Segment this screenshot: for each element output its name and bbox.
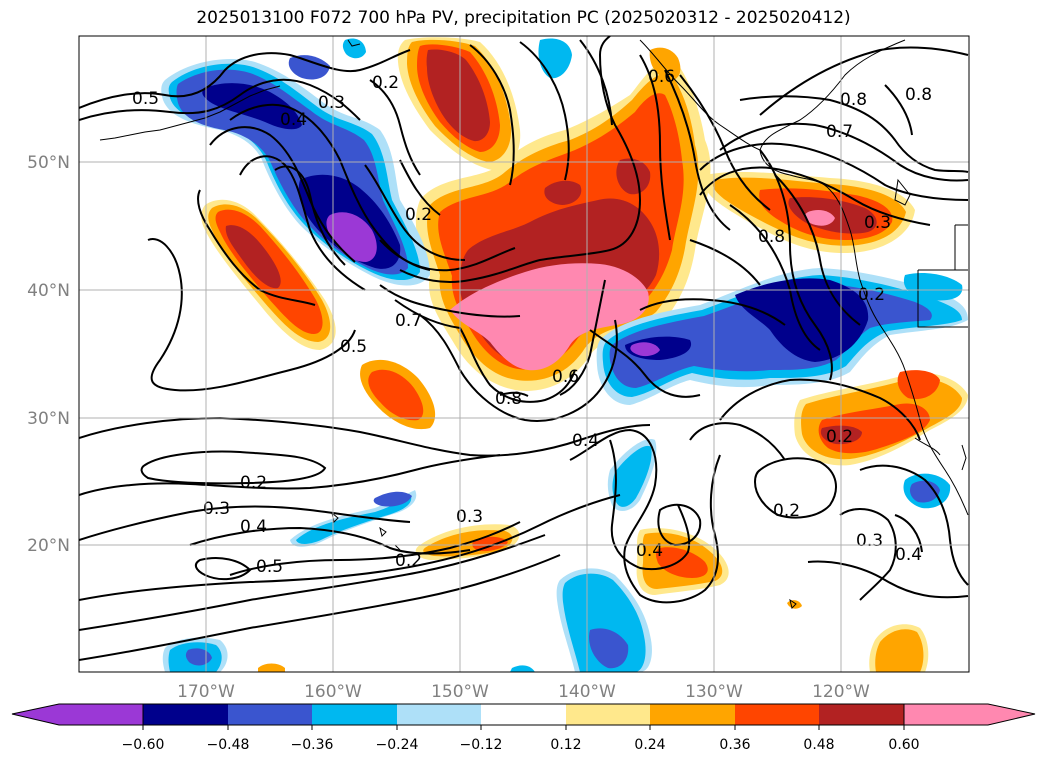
colorbar-segment (481, 704, 566, 725)
contour-label: 0.2 (240, 473, 267, 493)
contour-label: 0.3 (318, 93, 345, 113)
lon-label: 160°W (304, 682, 362, 702)
contour-label: 0.6 (648, 67, 675, 87)
contour-label: 0.2 (372, 73, 399, 93)
colorbar-tick-label: 0.48 (803, 737, 834, 753)
lat-label: 20°N (27, 536, 70, 556)
contour-label: 0.5 (132, 89, 159, 109)
contour-label: 0.5 (340, 337, 367, 357)
contour-label: 0.3 (203, 499, 230, 519)
map-frame (78, 35, 970, 673)
colorbar-segment (143, 704, 228, 725)
contour-label: 0.3 (856, 531, 883, 551)
coastlines (99, 39, 969, 609)
contour-label: 0.3 (864, 213, 891, 233)
positive-precip-field (201, 37, 968, 672)
contour-label: 0.2 (773, 501, 800, 521)
colorbar-tick-label: −0.48 (207, 737, 250, 753)
colorbar: −0.60 −0.48 −0.36 −0.24 −0.12 0.12 0.24 … (11, 703, 1036, 753)
map-area: 0.5 0.3 0.4 0.2 0.2 0.7 0.5 0.8 0.6 0.4 … (79, 36, 969, 672)
colorbar-segment (650, 704, 735, 725)
colorbar-frame (142, 703, 905, 726)
contour-label: 0.8 (758, 227, 785, 247)
lon-label: 170°W (177, 682, 235, 702)
contour-label: 0.6 (552, 367, 579, 387)
lon-label: 140°W (558, 682, 616, 702)
colorbar-tick-label: 0.24 (634, 737, 665, 753)
lat-label: 50°N (27, 153, 70, 173)
contour-label: 0.4 (572, 431, 599, 451)
contour-label: 0.4 (280, 110, 307, 130)
colorbar-segment (819, 704, 904, 725)
colorbar-tick-label: −0.12 (460, 737, 503, 753)
colorbar-segment (11, 703, 144, 726)
colorbar-segment (566, 704, 650, 725)
contour-label: 0.2 (858, 285, 885, 305)
contour-label: 0.4 (895, 545, 922, 565)
contour-label: 0.8 (840, 90, 867, 110)
colorbar-tick-label: 0.36 (719, 737, 750, 753)
colorbar-segment (397, 704, 481, 725)
gridlines (79, 36, 969, 672)
colorbar-segment (735, 704, 819, 725)
contour-label: 0.4 (636, 541, 663, 561)
contour-label: 0.2 (405, 205, 432, 225)
colorbar-tick-label: −0.24 (376, 737, 419, 753)
colorbar-tick-label: 0.60 (888, 737, 919, 753)
map-title: 2025013100 F072 700 hPa PV, precipitatio… (196, 8, 851, 28)
lon-label: 120°W (812, 682, 870, 702)
contour-labels: 0.5 0.3 0.4 0.2 0.2 0.7 0.5 0.8 0.6 0.4 … (132, 67, 932, 577)
contour-label: 0.5 (256, 557, 283, 577)
lat-label: 40°N (27, 281, 70, 301)
colorbar-tick-label: 0.12 (550, 737, 581, 753)
longitude-labels: 170°W 160°W 150°W 140°W 130°W 120°W (177, 682, 870, 702)
contour-label: 0.2 (826, 427, 853, 447)
colorbar-tick-label: −0.36 (291, 737, 334, 753)
contour-label: 0.8 (905, 85, 932, 105)
lat-label: 30°N (27, 409, 70, 429)
contour-label: 0.7 (395, 311, 422, 331)
contour-label: 0.7 (826, 122, 853, 142)
colorbar-segment (228, 704, 312, 725)
colorbar-segment (312, 704, 397, 725)
contour-label: 0.8 (495, 389, 522, 409)
pv-contours (79, 36, 969, 661)
contour-label: 0.4 (240, 517, 267, 537)
colorbar-tick-label: −0.60 (122, 737, 165, 753)
lon-label: 150°W (431, 682, 489, 702)
contour-label: 0.2 (395, 551, 422, 571)
contour-label: 0.3 (456, 507, 483, 527)
lon-label: 130°W (685, 682, 743, 702)
latitude-labels: 50°N 40°N 30°N 20°N (27, 153, 70, 556)
colorbar-segment (903, 703, 1036, 726)
